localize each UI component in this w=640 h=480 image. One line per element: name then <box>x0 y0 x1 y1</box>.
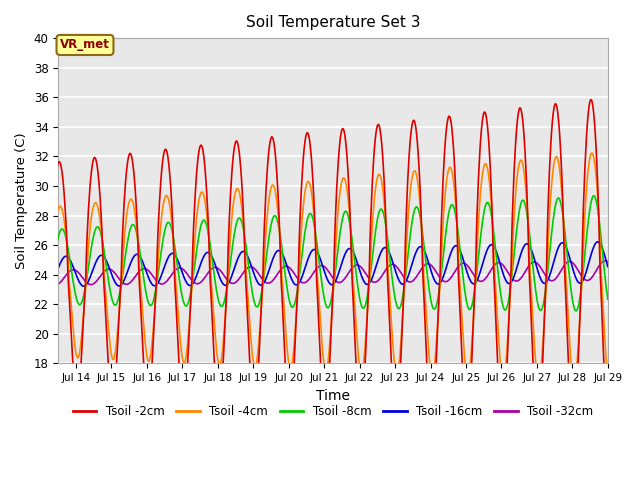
Tsoil -16cm <box>516 254 524 260</box>
Tsoil -2cm <box>499 428 506 434</box>
Tsoil -16cm <box>445 255 453 261</box>
Tsoil -32cm <box>601 258 609 264</box>
Tsoil -4cm <box>515 161 523 167</box>
Tsoil -16cm <box>115 283 123 289</box>
Tsoil -4cm <box>161 193 169 199</box>
Tsoil -8cm <box>515 209 523 215</box>
Tsoil -16cm <box>46 283 54 288</box>
Line: Tsoil -16cm: Tsoil -16cm <box>40 242 608 287</box>
Tsoil -32cm <box>45 278 53 284</box>
Tsoil -4cm <box>45 295 53 300</box>
Tsoil -32cm <box>115 276 123 281</box>
Tsoil -4cm <box>570 380 578 385</box>
Tsoil -2cm <box>161 146 169 152</box>
Tsoil -4cm <box>36 348 44 354</box>
Tsoil -8cm <box>590 193 598 199</box>
Tsoil -16cm <box>604 264 612 270</box>
Tsoil -32cm <box>36 268 44 274</box>
Tsoil -4cm <box>588 150 595 156</box>
Tsoil -32cm <box>51 282 59 288</box>
Tsoil -4cm <box>115 322 122 328</box>
Tsoil -2cm <box>587 96 595 102</box>
Tsoil -32cm <box>163 279 170 285</box>
Tsoil -32cm <box>516 276 524 282</box>
Tsoil -2cm <box>115 331 122 337</box>
Tsoil -32cm <box>445 277 453 283</box>
Title: Soil Temperature Set 3: Soil Temperature Set 3 <box>246 15 420 30</box>
Tsoil -8cm <box>444 213 452 218</box>
Tsoil -8cm <box>45 287 53 293</box>
Tsoil -2cm <box>36 396 44 401</box>
Tsoil -32cm <box>499 262 507 268</box>
Tsoil -16cm <box>499 270 507 276</box>
Tsoil -8cm <box>115 297 122 303</box>
Tsoil -2cm <box>569 433 577 439</box>
Tsoil -8cm <box>572 308 580 314</box>
Tsoil -4cm <box>444 168 452 174</box>
Tsoil -8cm <box>36 294 44 300</box>
Y-axis label: Soil Temperature (C): Soil Temperature (C) <box>15 132 28 269</box>
X-axis label: Time: Time <box>316 389 350 403</box>
Tsoil -2cm <box>604 432 612 438</box>
Tsoil -4cm <box>499 374 506 380</box>
Line: Tsoil -8cm: Tsoil -8cm <box>40 196 608 311</box>
Legend: Tsoil -2cm, Tsoil -4cm, Tsoil -8cm, Tsoil -16cm, Tsoil -32cm: Tsoil -2cm, Tsoil -4cm, Tsoil -8cm, Tsoi… <box>68 400 598 422</box>
Tsoil -16cm <box>44 284 52 289</box>
Tsoil -2cm <box>45 289 53 295</box>
Tsoil -16cm <box>36 272 44 278</box>
Tsoil -8cm <box>604 296 612 302</box>
Line: Tsoil -2cm: Tsoil -2cm <box>40 99 608 436</box>
Tsoil -32cm <box>604 259 612 265</box>
Tsoil -8cm <box>161 225 169 231</box>
Line: Tsoil -32cm: Tsoil -32cm <box>40 261 608 285</box>
Tsoil -2cm <box>444 115 452 120</box>
Tsoil -4cm <box>604 374 612 380</box>
Tsoil -8cm <box>499 300 506 306</box>
Tsoil -16cm <box>163 259 170 265</box>
Tsoil -16cm <box>593 239 601 245</box>
Text: VR_met: VR_met <box>60 38 110 51</box>
Line: Tsoil -4cm: Tsoil -4cm <box>40 153 608 383</box>
Tsoil -2cm <box>515 107 523 112</box>
